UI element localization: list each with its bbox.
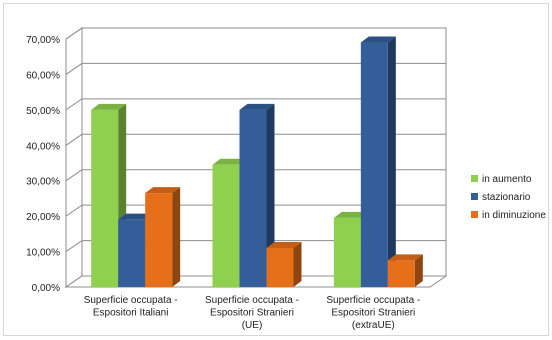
category-label: Superficie occupata - [84, 295, 178, 306]
category-label: Superficie occupata - [326, 295, 420, 306]
y-tick-label: 50,00% [26, 106, 60, 117]
legend-label: stazionario [482, 192, 531, 203]
bar [333, 217, 361, 287]
legend-swatch [471, 211, 478, 218]
bar [118, 219, 146, 287]
legend-label: in diminuzione [482, 210, 546, 221]
gridline [65, 62, 446, 75]
gridline [65, 133, 446, 146]
bar-side [266, 103, 275, 287]
bar-side [172, 187, 181, 287]
category-label: Espositori Italiani [93, 308, 169, 319]
category-label: (extraUE) [352, 320, 395, 331]
bar-top [266, 242, 302, 249]
bar-top [145, 187, 181, 194]
category-label: Superficie occupata - [205, 295, 299, 306]
legend-label: in aumento [482, 174, 532, 185]
legend-swatch [471, 193, 478, 200]
side-wall [65, 27, 83, 288]
gridline [65, 204, 446, 217]
y-tick-label: 20,00% [26, 212, 60, 223]
bar-side [414, 254, 423, 287]
bar [266, 248, 294, 287]
legend-swatch [471, 175, 478, 182]
bar [91, 109, 119, 287]
bar-top [118, 213, 154, 220]
bar [387, 260, 415, 287]
bar-top [91, 103, 127, 110]
bar [239, 109, 267, 287]
bar [212, 164, 240, 287]
y-tick-label: 10,00% [26, 248, 60, 259]
bar-top [387, 254, 423, 261]
bar-side [293, 242, 302, 287]
bar [145, 193, 173, 287]
category-label: Espositori Stranieri [331, 308, 415, 319]
bar [360, 42, 388, 287]
y-tick-label: 0,00% [32, 283, 60, 294]
bar-top [212, 158, 248, 165]
category-label: Espositori Stranieri [210, 308, 294, 319]
gridline [65, 98, 446, 111]
y-tick-label: 40,00% [26, 141, 60, 152]
bar-side [387, 36, 396, 287]
gridline [65, 240, 446, 252]
bar-top [333, 211, 369, 218]
gridline [65, 169, 446, 182]
y-tick-label: 70,00% [26, 35, 60, 46]
y-tick-label: 30,00% [26, 177, 60, 188]
category-label: (UE) [242, 320, 263, 331]
gridline [65, 27, 446, 40]
bar-top [239, 103, 275, 110]
bar-top [360, 36, 396, 43]
y-tick-label: 60,00% [26, 70, 60, 81]
